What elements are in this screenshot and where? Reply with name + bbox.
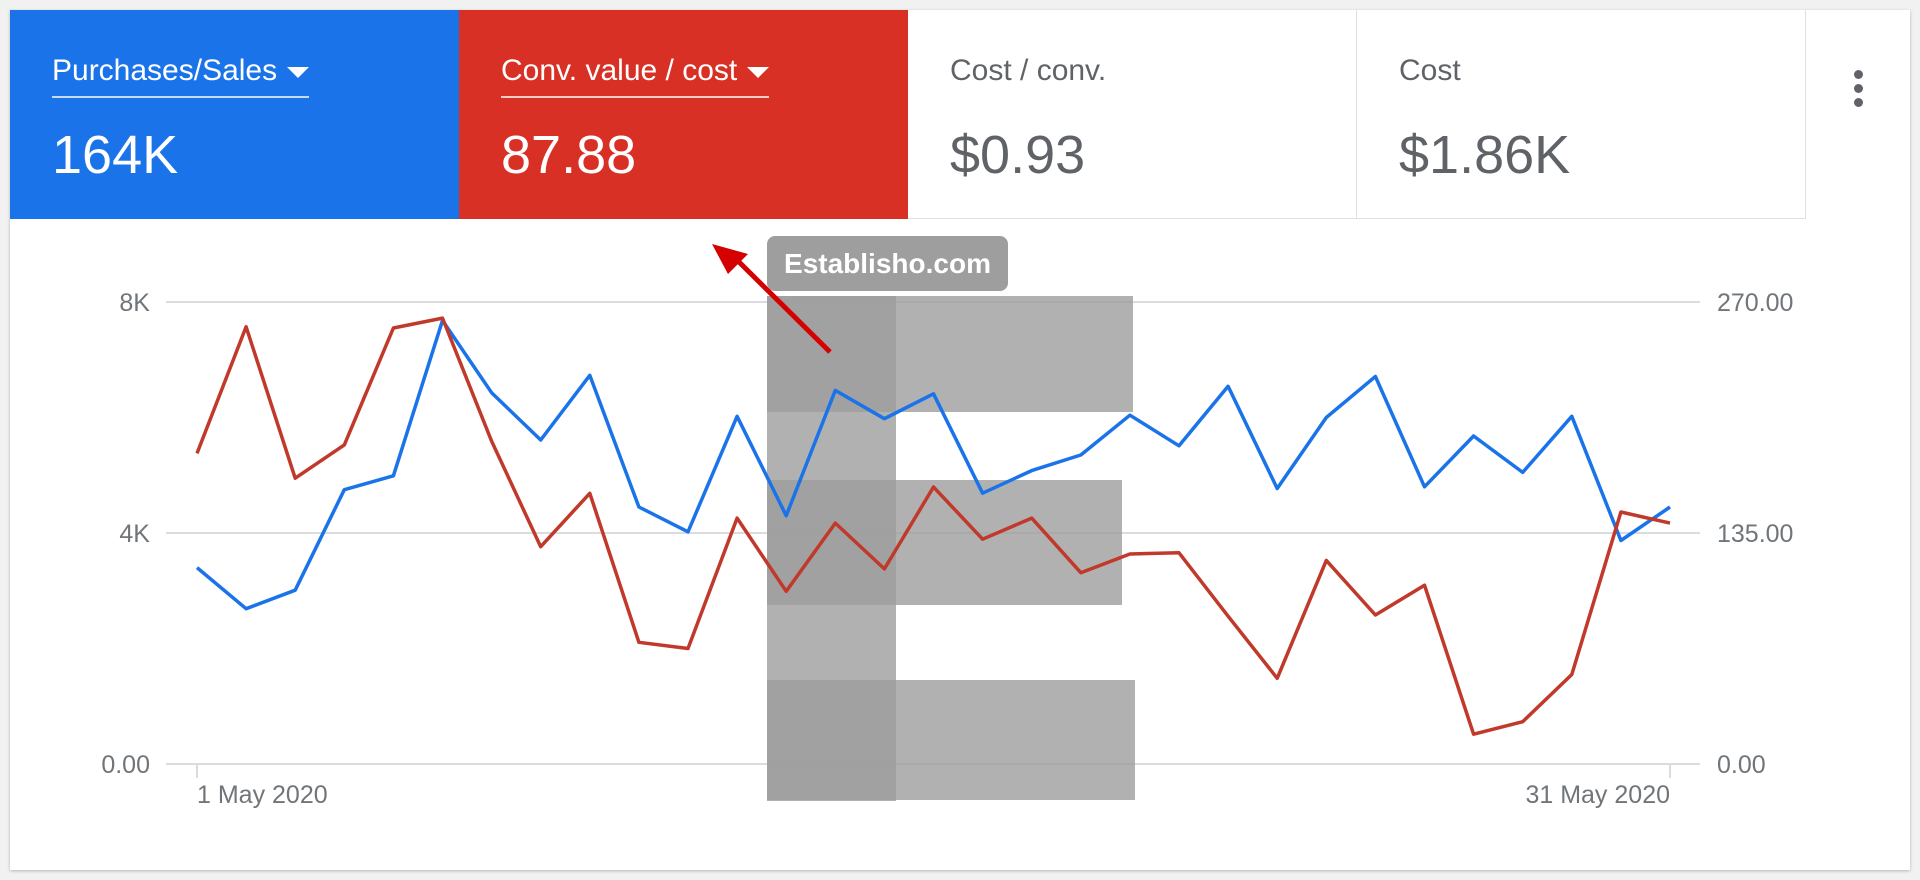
more-vert-icon[interactable] — [1851, 70, 1865, 114]
left-axis-tick: 4K — [119, 520, 150, 548]
metric-tile-conv-value-cost[interactable]: Conv. value / cost 87.88 — [459, 10, 908, 219]
annotation-arrow-head — [712, 244, 748, 274]
metric-selector[interactable]: Purchases/Sales — [52, 54, 310, 98]
right-axis-tick: 135.00 — [1717, 520, 1793, 548]
metric-title: Conv. value / cost — [501, 54, 738, 87]
x-axis-start-label: 1 May 2020 — [197, 781, 328, 809]
metric-value: $0.93 — [950, 125, 1086, 185]
x-axis-end-label: 31 May 2020 — [1525, 781, 1670, 809]
dropdown-caret-icon — [747, 66, 770, 78]
metric-title: Cost — [1399, 54, 1461, 87]
metric-title: Cost / conv. — [950, 54, 1107, 87]
metric-title: Purchases/Sales — [52, 54, 278, 87]
metric-tile-cost-per-conv[interactable]: Cost / conv. $0.93 — [908, 10, 1357, 219]
metric-tile-purchases[interactable]: Purchases/Sales 164K — [10, 10, 459, 219]
annotation-arrow — [733, 256, 832, 354]
metric-value: $1.86K — [1399, 125, 1571, 185]
watermark-shape — [767, 680, 1135, 800]
right-axis-tick: 270.00 — [1717, 289, 1793, 317]
metric-value: 164K — [52, 125, 179, 185]
left-axis-tick: 0.00 — [101, 751, 150, 779]
metric-selector[interactable]: Conv. value / cost — [501, 54, 770, 98]
left-axis-tick: 8K — [119, 289, 150, 317]
metric-tile-cost[interactable]: Cost $1.86K — [1357, 10, 1806, 219]
watermark-label: Establisho.com — [767, 236, 1008, 291]
dropdown-caret-icon — [287, 66, 310, 78]
right-axis-tick: 0.00 — [1717, 751, 1766, 779]
metric-value: 87.88 — [501, 125, 637, 185]
series-line-2 — [195, 316, 1671, 736]
